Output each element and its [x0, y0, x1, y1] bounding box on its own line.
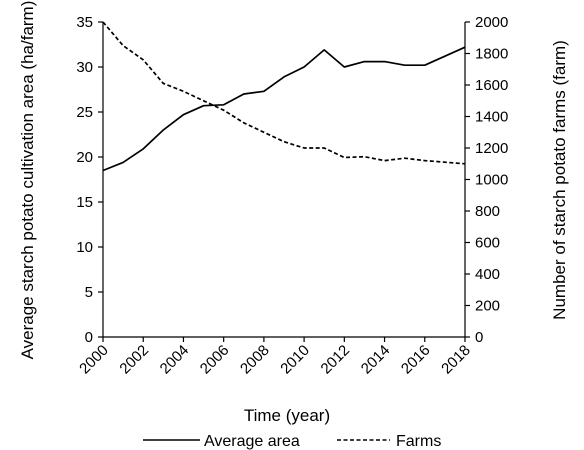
right-tick-label-2000: 2000	[475, 14, 508, 31]
legend: Average area Farms	[143, 433, 441, 450]
right-tick-label-200: 200	[475, 298, 500, 315]
series-line-farms	[102, 21, 466, 165]
left-tick-label-15: 15	[76, 194, 93, 211]
x-tick-label-2004: 2004	[157, 342, 193, 378]
x-tick-label-2002: 2002	[116, 342, 152, 378]
right-tick-label-1400: 1400	[475, 109, 508, 126]
x-tick-label-2016: 2016	[398, 342, 434, 378]
series-line-average-area	[102, 46, 466, 172]
right-axis-ticks: 0 200 400 600 800 1000 1200 1400 1600 1800 2000	[465, 14, 508, 346]
right-axis-title: Number of starch potato farms (farm)	[550, 40, 569, 320]
x-tick-label-2000: 2000	[76, 342, 112, 378]
right-tick-label-0: 0	[475, 329, 483, 346]
x-axis-title: Time (year)	[244, 406, 330, 425]
series-layer	[102, 21, 466, 172]
left-tick-label-30: 30	[76, 59, 93, 76]
right-tick-label-400: 400	[475, 266, 500, 283]
left-tick-label-20: 20	[76, 149, 93, 166]
right-tick-label-1600: 1600	[475, 77, 508, 94]
right-tick-label-1000: 1000	[475, 172, 508, 189]
right-tick-label-600: 600	[475, 235, 500, 252]
left-tick-label-35: 35	[76, 14, 93, 31]
legend-label-average-area: Average area	[204, 433, 300, 450]
x-tick-label-2014: 2014	[358, 342, 394, 378]
x-tick-label-2012: 2012	[318, 342, 354, 378]
x-tick-label-2006: 2006	[197, 342, 233, 378]
left-tick-label-25: 25	[76, 104, 93, 121]
left-axis-ticks: 0 5 10 15 20 25 30 35	[76, 14, 103, 346]
x-axis-ticks: 2000 2002 2004 2006 2008 2010 2012 2014 2016 2018	[76, 337, 474, 377]
x-tick-label-2008: 2008	[237, 342, 273, 378]
left-axis-title: Average starch potato cultivation area (…	[18, 1, 37, 360]
legend-label-farms: Farms	[396, 433, 441, 450]
x-tick-label-2018: 2018	[438, 342, 474, 378]
left-tick-label-0: 0	[85, 329, 93, 346]
right-tick-label-800: 800	[475, 203, 500, 220]
left-tick-label-10: 10	[76, 239, 93, 256]
left-tick-label-5: 5	[85, 284, 93, 301]
right-tick-label-1200: 1200	[475, 140, 508, 157]
x-tick-label-2010: 2010	[277, 342, 313, 378]
right-tick-label-1800: 1800	[475, 46, 508, 63]
